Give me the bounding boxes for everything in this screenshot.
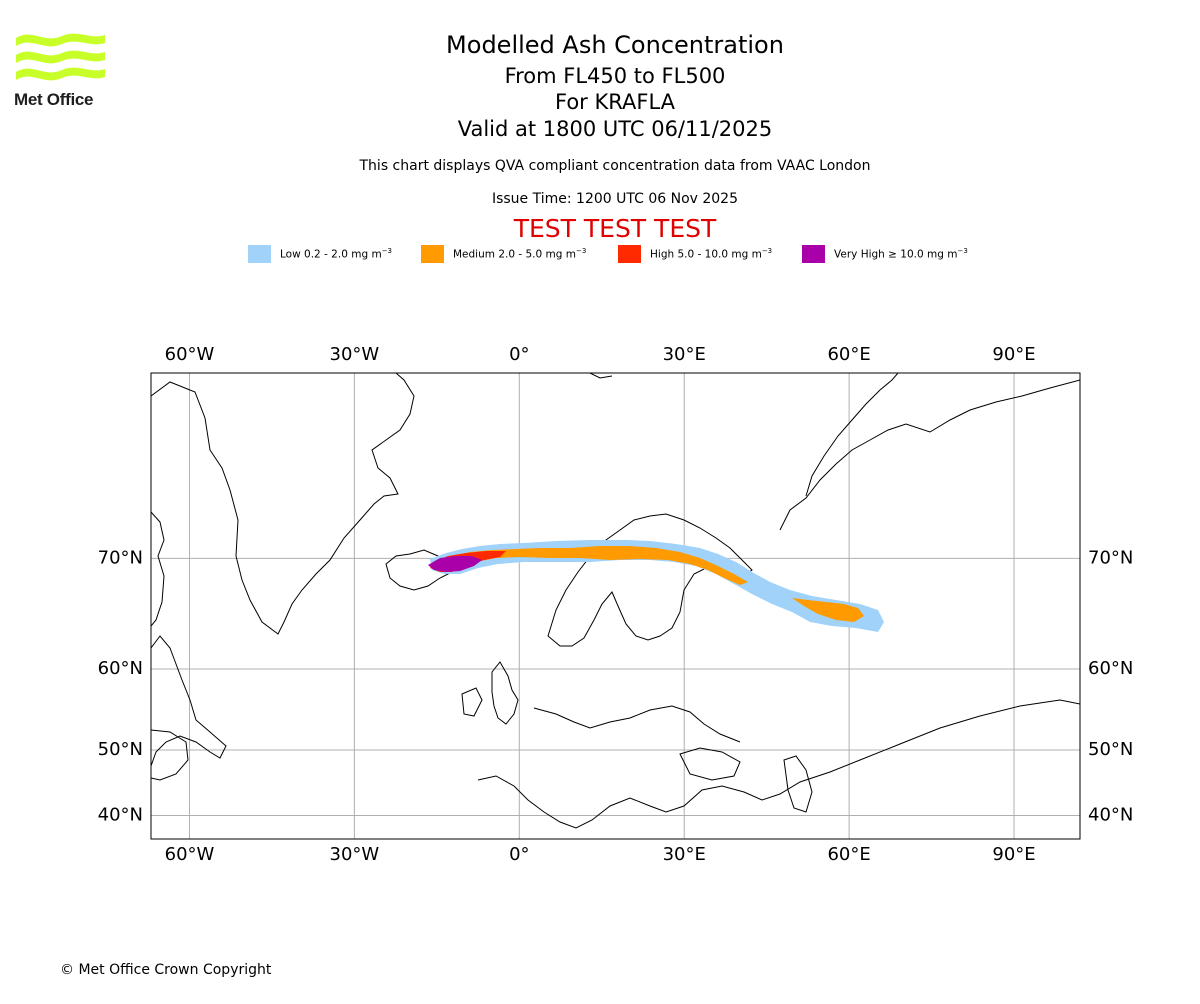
lon-tick-label-top: 60°W	[165, 344, 215, 365]
lat-tick-label-right: 50°N	[1088, 739, 1133, 760]
copyright: © Met Office Crown Copyright	[60, 962, 272, 978]
lon-tick-label-top: 0°	[509, 344, 529, 365]
map-frame	[150, 372, 1081, 840]
lon-tick-label-bottom: 30°E	[663, 844, 706, 865]
legend-swatch-high	[618, 245, 641, 263]
map-content	[151, 373, 1080, 829]
valid-time: Valid at 1800 UTC 06/11/2025	[457, 117, 773, 141]
legend-swatch-very-high	[802, 245, 825, 263]
legend-item-low: Low 0.2 - 2.0 mg m−3	[248, 244, 392, 264]
lat-tick-label-right: 60°N	[1088, 658, 1133, 679]
lon-tick-label-bottom: 90°E	[992, 844, 1035, 865]
ash-plume	[428, 540, 884, 632]
lat-tick-label-left: 60°N	[98, 658, 143, 679]
lat-tick-label-right: 70°N	[1088, 547, 1133, 568]
legend-item-very-high: Very High ≥ 10.0 mg m−3	[802, 244, 968, 264]
lon-tick-label-bottom: 60°W	[165, 844, 215, 865]
issue-time: Issue Time: 1200 UTC 06 Nov 2025	[491, 191, 739, 207]
lon-tick-label-top: 60°E	[827, 344, 870, 365]
flight-level-range: From FL450 to FL500	[504, 64, 726, 88]
test-banner: TEST TEST TEST	[513, 214, 717, 243]
lon-tick-label-bottom: 60°E	[827, 844, 870, 865]
lat-tick-label-left: 40°N	[98, 805, 143, 826]
legend-item-medium: Medium 2.0 - 5.0 mg m−3	[421, 244, 586, 264]
lat-tick-label-right: 40°N	[1088, 805, 1133, 826]
legend: Low 0.2 - 2.0 mg m−3 Medium 2.0 - 5.0 mg…	[0, 244, 1200, 264]
legend-label-very-high: Very High ≥ 10.0 mg m−3	[834, 247, 968, 261]
ash-very-high-region	[428, 556, 482, 572]
lat-tick-label-left: 50°N	[98, 739, 143, 760]
met-office-logo: Met Office	[14, 30, 108, 112]
legend-label-low: Low 0.2 - 2.0 mg m−3	[280, 247, 393, 261]
tick-labels: 60°W 60°W 30°W 30°W 0° 0° 30°E 30°E 60°E 60°E 90°E…	[98, 344, 1134, 865]
chart-title: Modelled Ash Concentration	[446, 31, 784, 59]
lon-tick-label-top: 90°E	[992, 344, 1035, 365]
volcano-name: For KRAFLA	[555, 90, 675, 114]
lon-tick-label-top: 30°E	[663, 344, 706, 365]
legend-swatch-medium	[421, 245, 444, 263]
graticule	[151, 373, 1080, 839]
lat-tick-label-left: 70°N	[98, 547, 143, 568]
met-office-waves-icon	[16, 33, 105, 81]
legend-item-high: High 5.0 - 10.0 mg m−3	[618, 244, 772, 264]
lon-tick-label-bottom: 0°	[509, 844, 529, 865]
legend-swatch-low	[248, 245, 271, 263]
legend-label-high: High 5.0 - 10.0 mg m−3	[650, 247, 773, 261]
qva-note: This chart displays QVA compliant concen…	[359, 158, 871, 174]
ash-medium-region	[452, 546, 748, 585]
logo-wordmark: Met Office	[14, 90, 94, 109]
lon-tick-label-bottom: 30°W	[330, 844, 380, 865]
lon-tick-label-top: 30°W	[330, 344, 380, 365]
legend-label-medium: Medium 2.0 - 5.0 mg m−3	[453, 247, 587, 261]
coastlines	[151, 373, 1080, 829]
ash-medium-region-east	[792, 598, 864, 622]
